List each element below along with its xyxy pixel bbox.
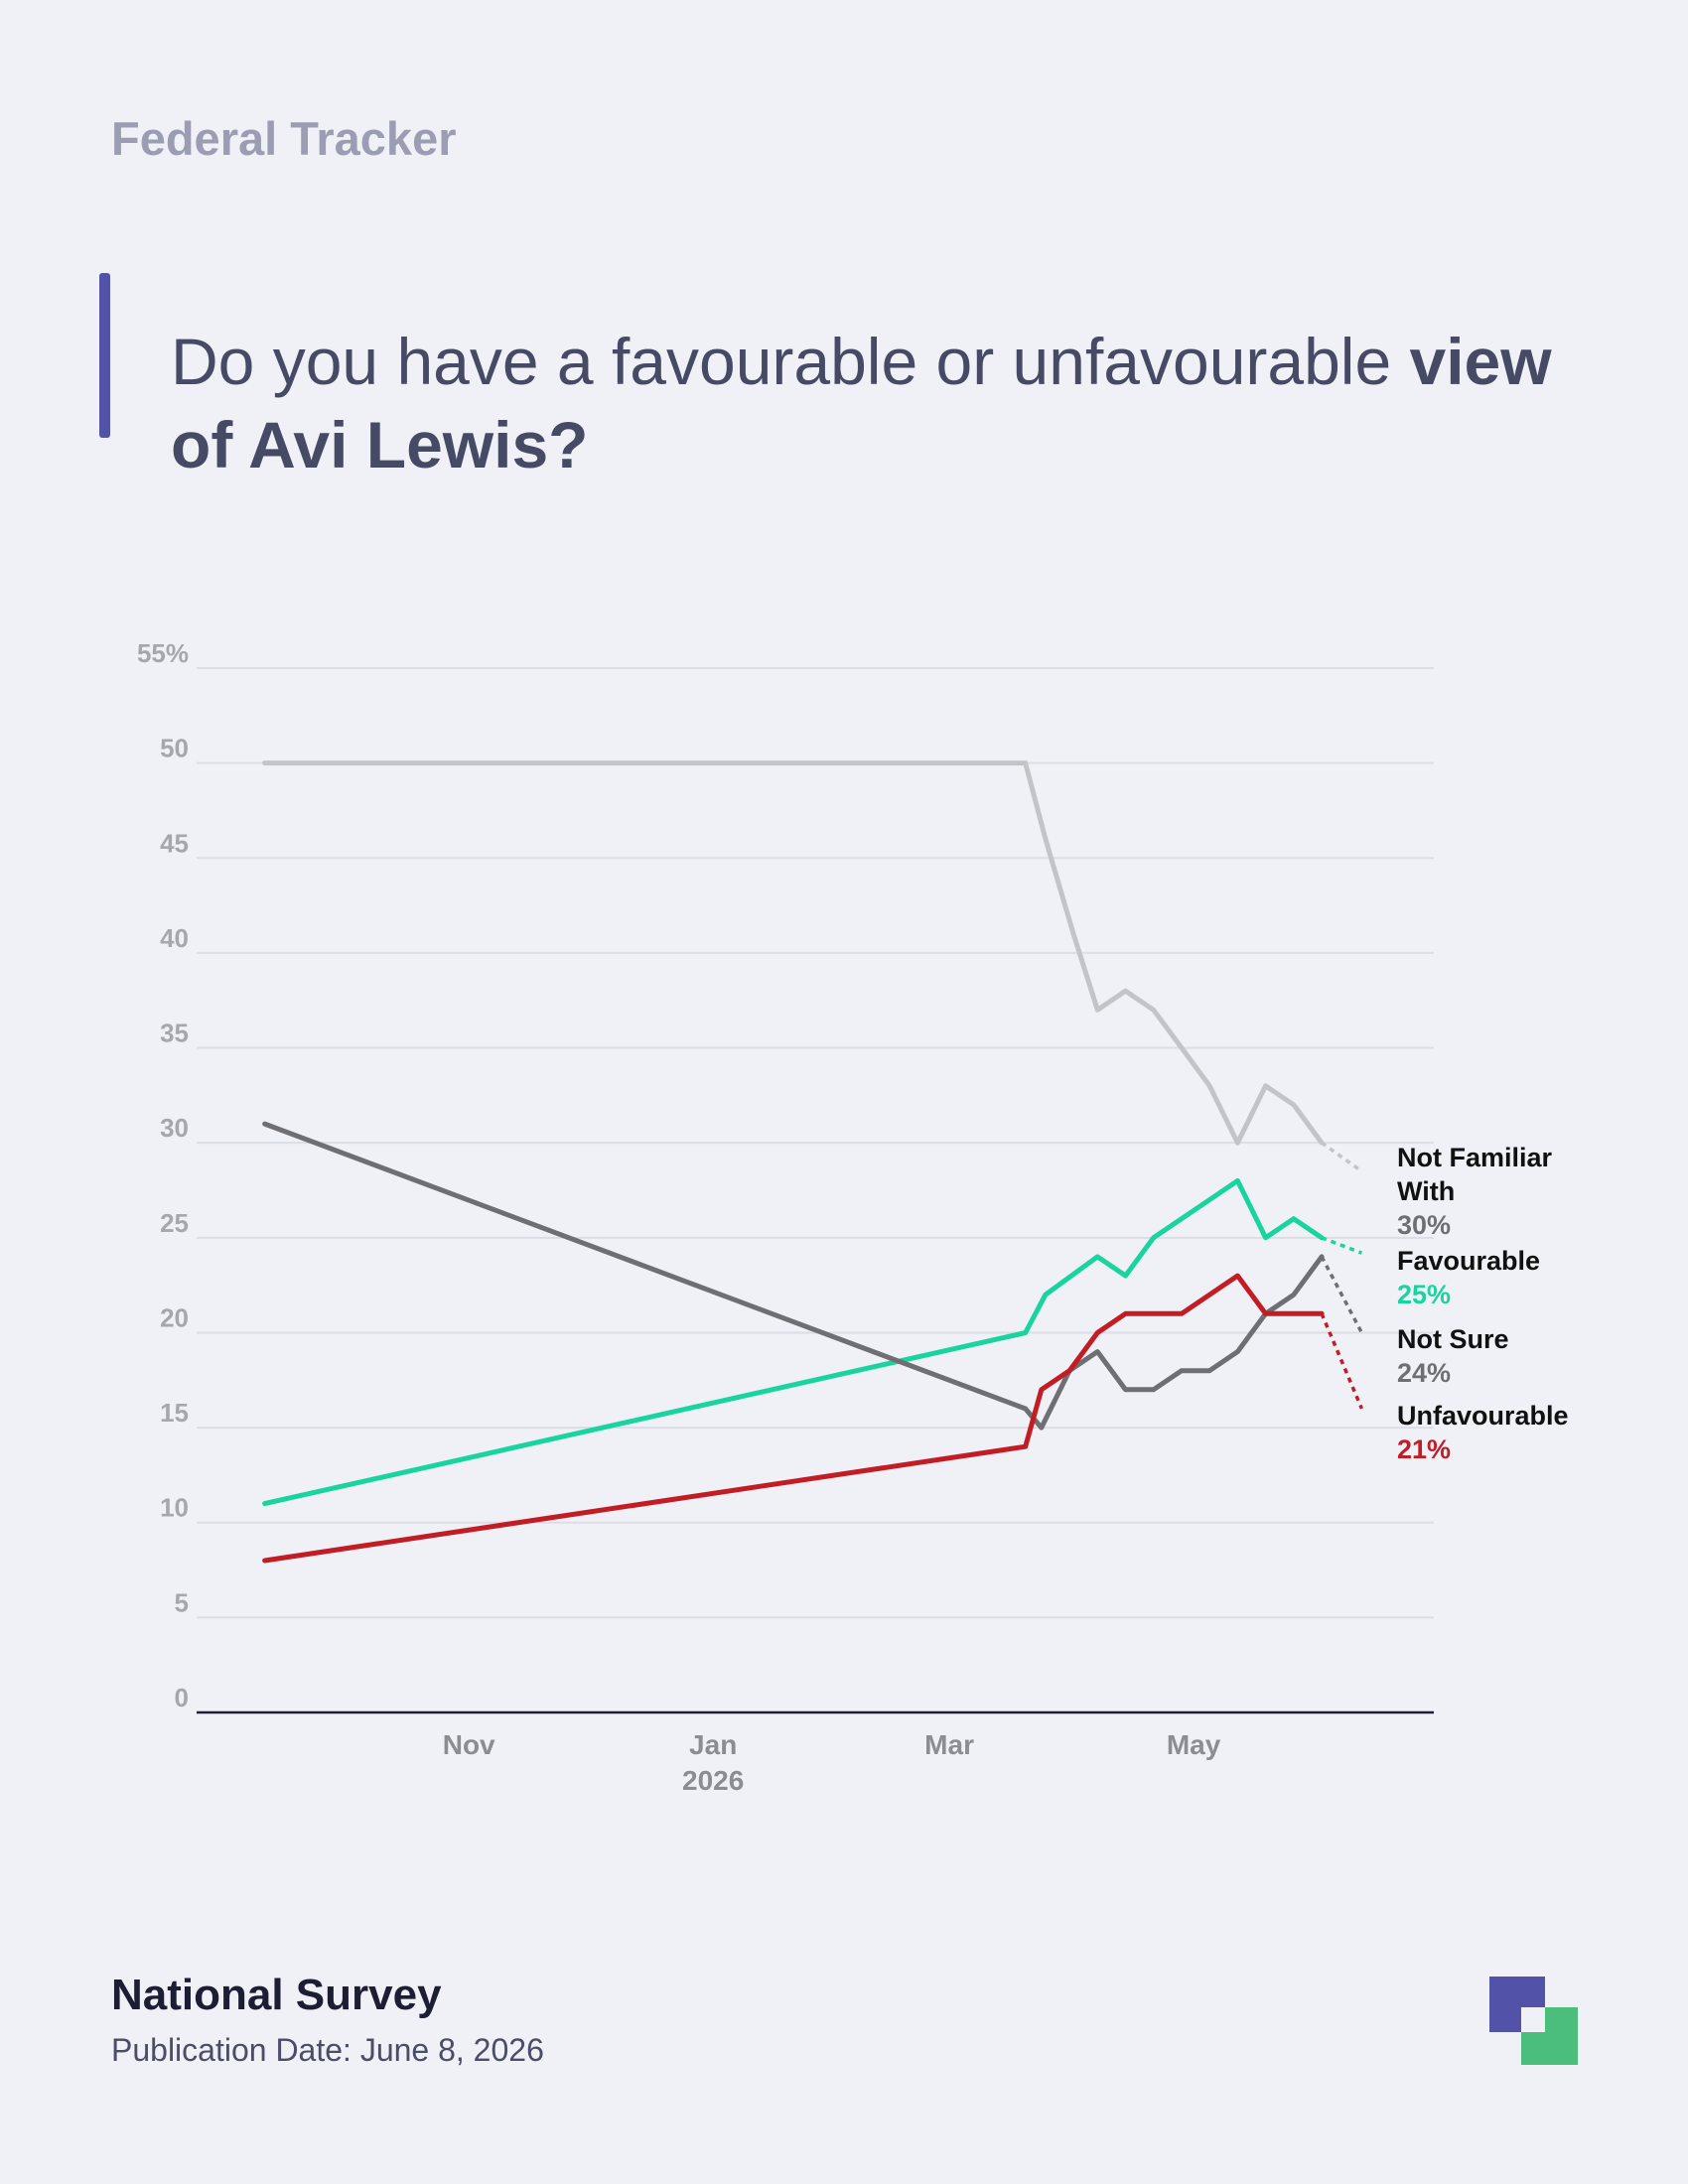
series-projection-not-familiar-with <box>1321 1141 1363 1173</box>
series-line-favourable <box>262 1177 1325 1507</box>
series-line-not-sure <box>262 1121 1325 1431</box>
series-label-favourable: Favourable <box>1397 1246 1540 1276</box>
x-tick-label: Nov <box>443 1729 495 1760</box>
line-chart: 0 5 10 15 20 25 30 35 40 45 50 55% Nov Jan 2026 Mar May… <box>137 638 1569 1796</box>
y-tick-label: 20 <box>160 1302 189 1332</box>
series-value-unfavourable: 21% <box>1397 1434 1451 1464</box>
series-line-unfavourable <box>262 1273 1325 1564</box>
series-label-not-familiar-with: Not Familiar <box>1397 1143 1553 1172</box>
y-tick-label: 5 <box>175 1587 189 1617</box>
gridlines <box>197 667 1434 1619</box>
series-lines <box>262 760 1364 1564</box>
y-tick-label: 15 <box>160 1398 189 1428</box>
footer-source: National Survey <box>111 1971 442 2019</box>
y-tick-label: 30 <box>160 1113 189 1143</box>
tracker-eyebrow: Federal Tracker <box>111 112 457 165</box>
y-axis: 0 5 10 15 20 25 30 35 40 45 50 55% <box>137 638 189 1712</box>
y-tick-label: 25 <box>160 1208 189 1238</box>
series-projection-not-sure <box>1320 1256 1363 1334</box>
x-tick-label: May <box>1167 1729 1221 1760</box>
series-labels: Not Familiar With 30% Favourable 25% Not Sure… <box>1397 1143 1569 1464</box>
y-tick-label: 35 <box>160 1019 189 1048</box>
brand-logo-icon <box>1489 1977 1579 2066</box>
y-tick-label: 55% <box>137 638 189 668</box>
series-value-not-sure: 24% <box>1397 1358 1451 1388</box>
series-label-not-familiar-with: With <box>1397 1176 1455 1206</box>
y-tick-label: 40 <box>160 923 189 953</box>
series-projection-favourable <box>1321 1236 1363 1255</box>
series-projection-unfavourable <box>1320 1312 1364 1410</box>
footer-publication-date: Publication Date: June 8, 2026 <box>111 2032 544 2068</box>
title-accent-bar <box>99 273 110 438</box>
x-tick-label: Mar <box>924 1729 974 1760</box>
chart-title: Do you have a favourable or unfavourable… <box>171 320 1561 486</box>
logo-square-gap <box>1521 2007 1545 2032</box>
y-tick-label: 45 <box>160 828 189 858</box>
series-value-favourable: 25% <box>1397 1280 1451 1309</box>
title-regular: Do you have a favourable or unfavourable <box>171 325 1410 399</box>
y-tick-label: 0 <box>175 1683 189 1712</box>
x-tick-sublabel: 2026 <box>682 1765 744 1796</box>
title-bold: view of Avi Lewis? <box>171 325 1552 482</box>
series-label-unfavourable: Unfavourable <box>1397 1401 1569 1431</box>
x-tick-label: Jan <box>689 1729 737 1760</box>
y-tick-label: 50 <box>160 734 189 763</box>
series-line-not-familiar-with <box>262 760 1325 1146</box>
y-tick-label: 10 <box>160 1493 189 1523</box>
x-axis: Nov Jan 2026 Mar May <box>197 1710 1434 1796</box>
series-value-not-familiar-with: 30% <box>1397 1210 1451 1240</box>
series-label-not-sure: Not Sure <box>1397 1324 1509 1354</box>
